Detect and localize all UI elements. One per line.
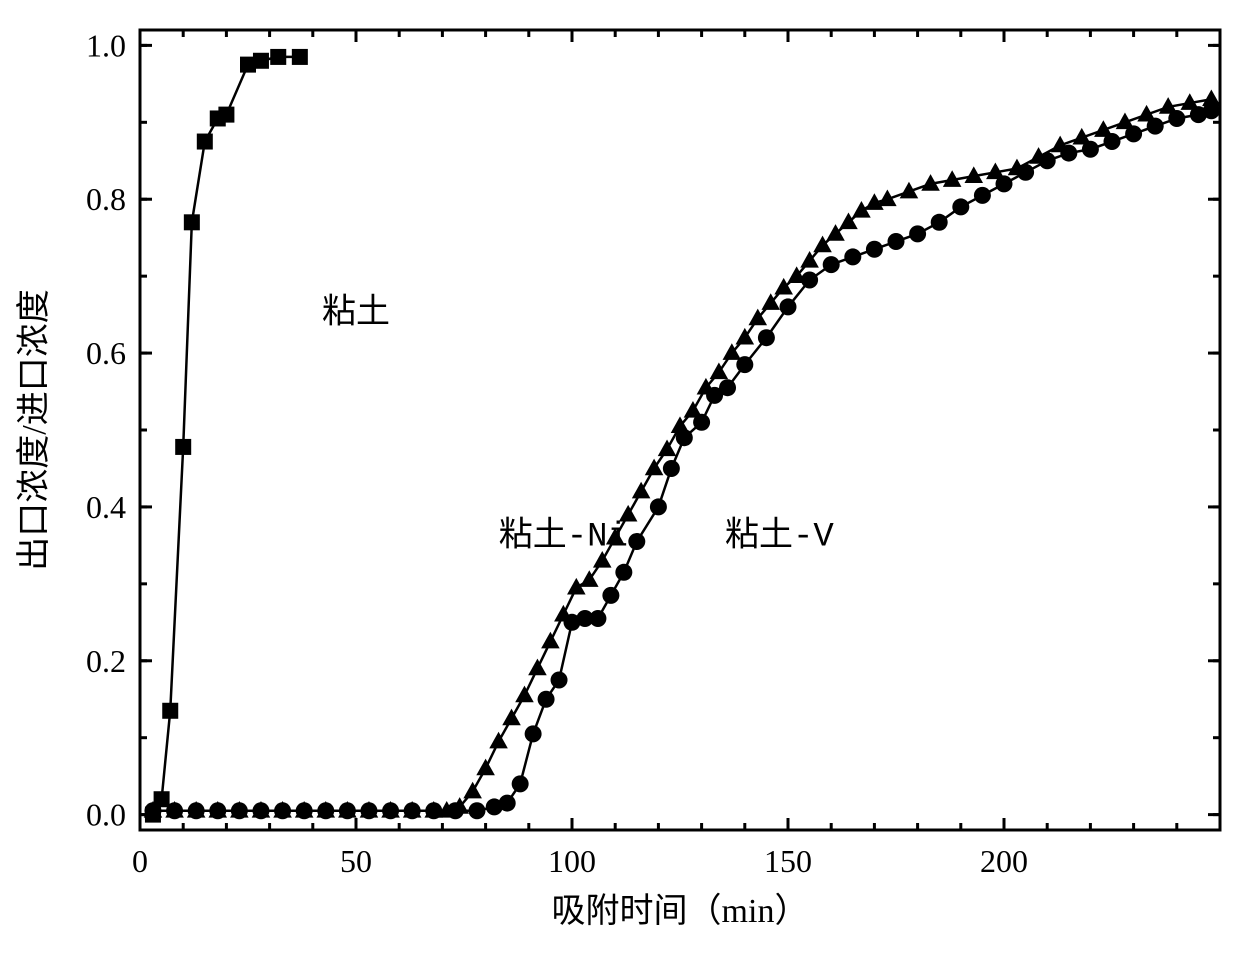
y-axis-title: 出口浓度/进口浓度 [15, 289, 53, 570]
x-tick-label: 50 [340, 843, 372, 879]
x-tick-label: 0 [132, 843, 148, 879]
y-tick-label: 0.8 [86, 181, 126, 217]
y-tick-label: 1.0 [86, 27, 126, 63]
series-label: 粘土-V [725, 515, 834, 556]
series-label: 粘土-Ni [499, 515, 628, 556]
x-tick-label: 100 [548, 843, 596, 879]
y-tick-label: 0.2 [86, 643, 126, 679]
y-tick-label: 0.6 [86, 335, 126, 371]
y-tick-label: 0.4 [86, 489, 126, 525]
series-label: 粘土 [322, 292, 390, 333]
y-tick-label: 0.0 [86, 797, 126, 833]
breakthrough-curve-chart: 粘土粘土-Ni 粘土-V 0 50 100 150 200 吸附时间（min） 0.0 0.2 0.… [0, 0, 1240, 957]
x-axis-title: 吸附时间（min） [552, 892, 809, 930]
x-tick-label: 200 [980, 843, 1028, 879]
x-tick-label: 150 [764, 843, 812, 879]
